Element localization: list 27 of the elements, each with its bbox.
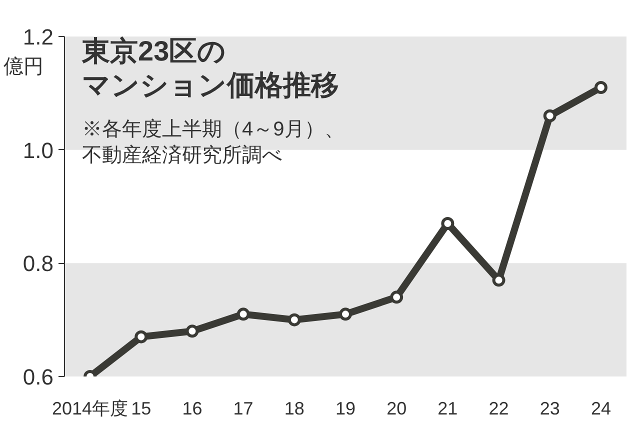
point (134, 330, 148, 344)
y-tick-label: 0.6 (22, 364, 54, 390)
x-tick-label: 23 (540, 398, 560, 418)
point (288, 313, 301, 326)
x-tick-label: 21 (438, 398, 458, 418)
point (339, 308, 352, 321)
y-tick-label: 1.2 (22, 24, 54, 50)
x-tick-label: 20 (386, 398, 407, 418)
x-tick-label: 2014年度 (52, 398, 128, 418)
point (543, 109, 556, 122)
y-axis-title: 億円 (4, 56, 44, 78)
x-tick-label: 16 (182, 398, 202, 418)
text: ※各年度上半期（4～9月）、不動産経済研究所調べ (82, 118, 344, 166)
x-tick-label: 15 (131, 398, 152, 418)
point (594, 81, 608, 94)
point (186, 324, 199, 338)
x-tick-label: 24 (590, 398, 611, 418)
point (236, 308, 250, 321)
x-tick-label: 18 (284, 398, 304, 418)
x-tick-label: 17 (233, 398, 254, 418)
text: 東京23区のマンション価格推移 (81, 36, 340, 100)
y-tick-label: 1.0 (22, 138, 54, 163)
x-tick-label: 19 (335, 398, 356, 418)
point (441, 217, 454, 230)
x-tick-label: 22 (488, 398, 509, 418)
y-tick-label: 0.8 (22, 251, 54, 276)
point (390, 290, 404, 304)
